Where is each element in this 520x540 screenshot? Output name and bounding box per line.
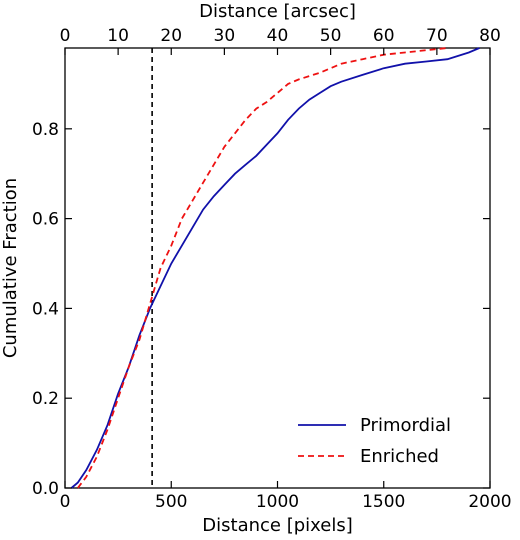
legend: Primordial Enriched <box>298 415 451 467</box>
top-x-tick-label: 0 <box>60 26 71 46</box>
y-tick-label: 0.2 <box>32 389 59 409</box>
top-x-tick-label: 70 <box>426 26 448 46</box>
top-x-tick-label: 60 <box>373 26 395 46</box>
top-x-tick-label: 40 <box>267 26 289 46</box>
x-tick-label: 500 <box>155 492 187 512</box>
legend-label-primordial: Primordial <box>360 415 451 436</box>
top-x-tick-label: 80 <box>479 26 501 46</box>
series-line-primordial <box>70 47 480 489</box>
x-axis-title: Distance [pixels] <box>202 515 352 536</box>
y-tick-label: 0.8 <box>32 120 59 140</box>
top-x-tick-label: 50 <box>320 26 342 46</box>
x-tick-label: 0 <box>60 492 71 512</box>
x-tick-label: 2000 <box>468 492 511 512</box>
y-tick-label: 0.4 <box>32 299 59 319</box>
x-tick-label: 1000 <box>256 492 299 512</box>
top-x-tick-label: 20 <box>160 26 182 46</box>
legend-label-enriched: Enriched <box>360 446 439 467</box>
axis-ticks: 0 500 1000 1500 2000 0 10 20 30 40 50 60 70 80 0.0 0.2 0… <box>32 26 512 512</box>
top-x-axis-title: Distance [arcsec] <box>199 1 356 22</box>
y-axis-title: Cumulative Fraction <box>0 178 21 358</box>
series-line-enriched <box>77 47 448 489</box>
top-x-tick-label: 10 <box>107 26 129 46</box>
x-tick-label: 1500 <box>362 492 405 512</box>
top-x-tick-label: 30 <box>214 26 236 46</box>
y-tick-label: 0.0 <box>32 479 59 499</box>
y-tick-label: 0.6 <box>32 210 59 230</box>
